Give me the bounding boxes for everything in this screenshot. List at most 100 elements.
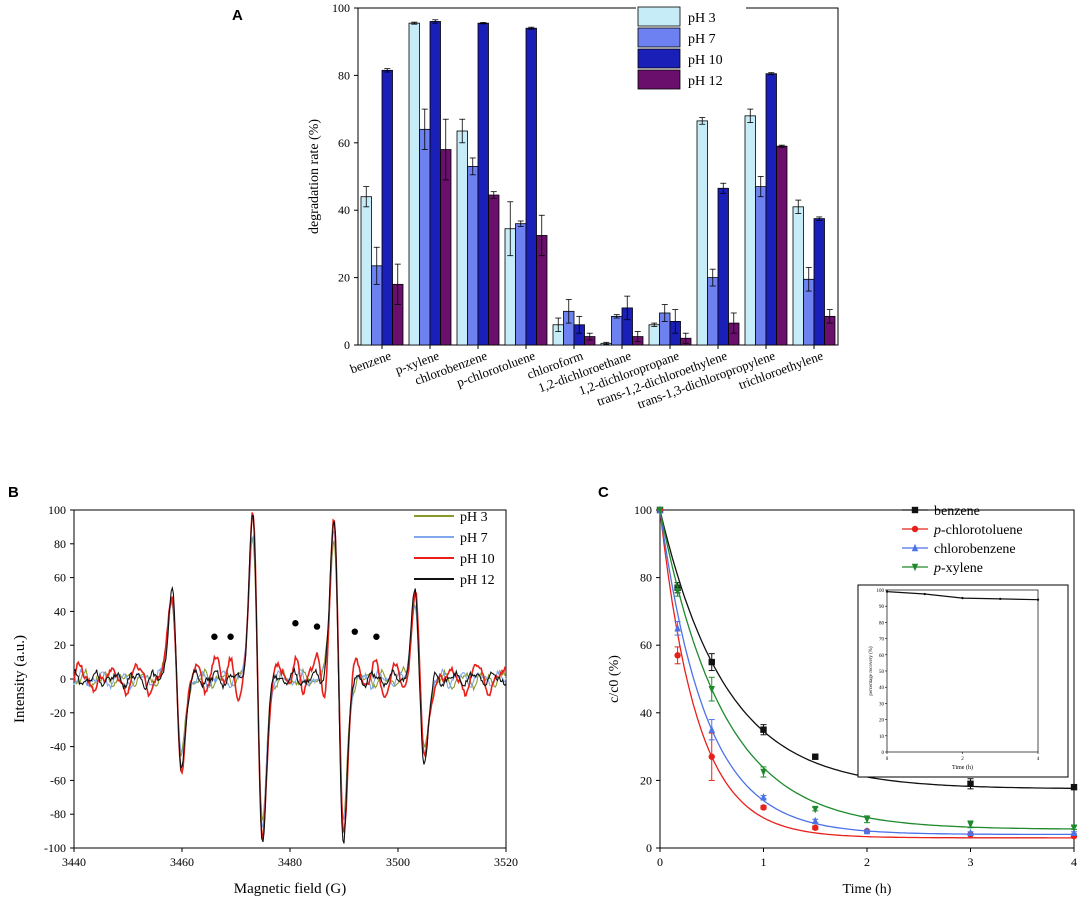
data-point — [760, 804, 767, 811]
data-point — [911, 506, 919, 514]
bar — [611, 315, 623, 346]
inset-point — [999, 597, 1002, 601]
data-point — [760, 793, 767, 801]
y-tick-label: 80 — [338, 68, 350, 82]
legend-label: benzene — [934, 504, 980, 519]
x-axis-label: Magnetic field (G) — [234, 881, 346, 897]
inset-y-tick-label: 50 — [879, 670, 885, 675]
x-tick-label: 4 — [1071, 855, 1077, 869]
radical-dot — [313, 623, 321, 630]
inset-x-tick-label: 2 — [961, 757, 964, 762]
legend-label: pH 10 — [460, 552, 495, 567]
panel-letter: C — [598, 484, 609, 501]
data-point — [812, 816, 819, 825]
x-tick-label: 3440 — [62, 855, 86, 869]
inset-y-tick-label: 30 — [879, 702, 885, 707]
legend-label: pH 7 — [460, 531, 488, 546]
spectrum-line — [73, 514, 507, 844]
legend-swatch — [637, 27, 681, 48]
plot-frame — [357, 7, 839, 346]
x-tick-label: 1 — [761, 855, 767, 869]
bar — [408, 22, 420, 346]
bar — [360, 196, 372, 346]
inset-frame — [857, 584, 1069, 778]
data-point — [911, 563, 919, 572]
legend-label-italic: p — [933, 561, 941, 576]
bar — [765, 73, 777, 346]
x-tick-label: 2 — [864, 855, 870, 869]
data-point — [760, 726, 767, 733]
bar — [429, 21, 441, 346]
fit-curve — [659, 509, 1074, 839]
bar — [813, 218, 825, 346]
data-point — [708, 685, 715, 694]
bar — [717, 187, 729, 346]
bar — [488, 194, 500, 346]
data-point — [656, 506, 664, 515]
radical-dot — [227, 633, 234, 640]
y-tick-label: 20 — [54, 638, 66, 652]
legend-label-text: benzene — [934, 504, 980, 519]
inset-y-tick-label: 10 — [879, 735, 885, 740]
data-point — [1070, 824, 1078, 832]
data-point — [967, 821, 974, 829]
legend-label: p-xylene — [933, 561, 983, 576]
legend-label: chlorobenzene — [934, 542, 1016, 557]
data-point — [1070, 783, 1078, 791]
data-point — [863, 816, 871, 824]
inset-y-tick-label: 100 — [877, 589, 885, 594]
inset-y-tick-label: 0 — [882, 751, 885, 756]
bar — [648, 324, 660, 346]
legend-swatch — [637, 48, 681, 69]
x-axis-label: Time (h) — [843, 882, 892, 897]
inset-x-tick-label: 0 — [886, 757, 889, 762]
data-point — [812, 805, 819, 814]
y-tick-label: 80 — [640, 571, 652, 585]
y-tick-label: 0 — [646, 841, 652, 855]
data-point — [708, 753, 715, 760]
x-tick-label: 0 — [657, 855, 663, 869]
data-point — [674, 652, 681, 659]
data-point — [1070, 828, 1078, 836]
legend-swatch — [637, 6, 681, 27]
y-tick-label: 60 — [54, 571, 66, 585]
bar — [707, 277, 719, 346]
bar — [755, 186, 767, 346]
legend-label-text: chlorobenzene — [934, 542, 1016, 557]
inset-y-tick-label: 40 — [879, 686, 885, 691]
data-point — [812, 824, 819, 831]
bar — [419, 128, 431, 346]
data-point — [967, 780, 974, 787]
panel-letter: B — [8, 484, 19, 501]
y-axis-label: Intensity (a.u.) — [12, 635, 28, 723]
inset-point — [923, 592, 926, 596]
inset-x-tick-label: 4 — [1037, 757, 1040, 762]
legend-swatch — [637, 69, 681, 90]
y-tick-label: 20 — [338, 271, 350, 285]
bar — [792, 206, 804, 346]
x-tick-label: 3460 — [170, 855, 194, 869]
bar — [381, 69, 393, 346]
data-point — [911, 543, 919, 552]
y-tick-label: 60 — [640, 638, 652, 652]
data-point — [674, 624, 681, 632]
y-tick-label: 40 — [54, 604, 66, 618]
inset-x-axis-label: Time (h) — [952, 764, 973, 771]
radical-dot — [292, 620, 299, 627]
y-tick-label: 40 — [640, 706, 652, 720]
data-point — [967, 828, 974, 836]
radical-dot — [211, 633, 218, 640]
data-point — [863, 826, 871, 835]
bar — [456, 130, 468, 346]
inset-point — [885, 590, 889, 593]
y-tick-label: 80 — [54, 537, 66, 551]
y-tick-label: 100 — [634, 503, 652, 517]
inset-y-tick-label: 70 — [879, 638, 885, 643]
y-tick-label: -60 — [50, 773, 66, 787]
radical-dot — [373, 633, 380, 640]
inset-point — [961, 596, 964, 600]
inset-y-tick-label: 20 — [879, 719, 885, 724]
y-tick-label: -40 — [50, 740, 66, 754]
panel-letter: A — [232, 7, 243, 24]
inset-point — [1036, 598, 1040, 601]
